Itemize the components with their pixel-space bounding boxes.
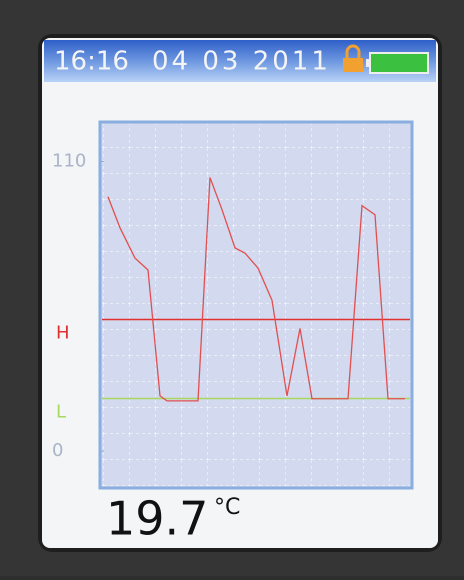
- reading-unit: °C: [214, 495, 240, 520]
- y-tick-label: 110: [52, 150, 86, 171]
- time: 16:16: [54, 47, 129, 77]
- date: 04 03 2011: [152, 47, 331, 77]
- grid: [102, 124, 410, 486]
- threshold-label: H: [56, 322, 70, 343]
- battery-icon: [366, 53, 428, 73]
- reading: 19.7: [106, 492, 208, 546]
- device: 16:16 04 03 2011 0 110 H L 19.7 °C: [0, 0, 464, 576]
- threshold-label: L: [56, 401, 66, 422]
- y-tick-label: 0: [52, 440, 63, 461]
- chart: 0 110 H L: [52, 124, 410, 486]
- page: 16:16 04 03 2011 0110HL 19.7 °C (() => {…: [0, 0, 464, 576]
